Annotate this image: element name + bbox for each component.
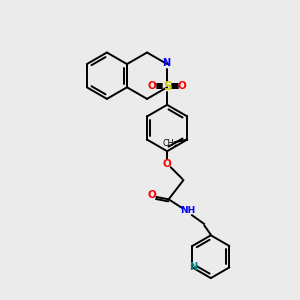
- Text: N: N: [189, 262, 197, 272]
- Text: O: O: [178, 81, 186, 92]
- Text: O: O: [148, 81, 157, 92]
- Text: NH: NH: [180, 206, 196, 215]
- Text: N: N: [163, 58, 171, 68]
- Text: S: S: [163, 80, 171, 93]
- Text: O: O: [163, 159, 172, 169]
- Text: O: O: [148, 190, 157, 200]
- Text: CH₃: CH₃: [162, 139, 177, 148]
